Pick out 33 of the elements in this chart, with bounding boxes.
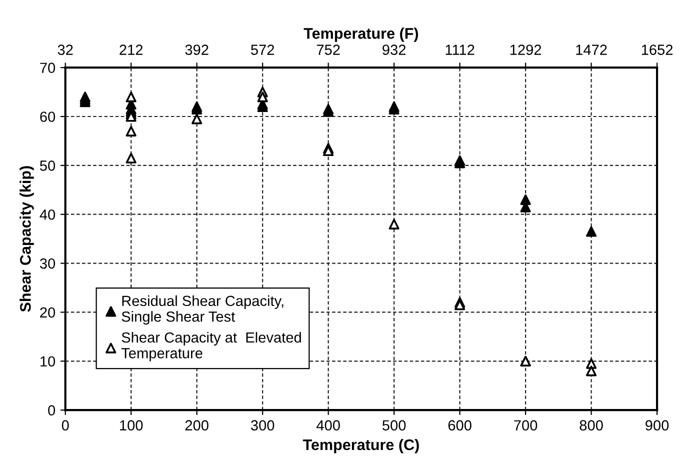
x-tick-label: 800 [580,420,603,431]
y-tick-label: 10 [40,356,56,367]
x-tick-label: 400 [316,420,340,431]
x2-tick-label: 392 [185,44,208,55]
x-tick-label: 200 [185,420,208,431]
x-tick-label: 500 [382,420,406,431]
x2-axis-title: Temperature (F) [304,28,418,42]
x2-tick-label: 1112 [446,44,474,55]
x2-tick-label: 32 [58,44,73,55]
x-tick-label: 600 [448,420,472,431]
x2-tick-label: 1472 [576,44,607,55]
x2-tick-label: 1292 [510,44,542,55]
x2-tick-label: 1652 [642,44,673,55]
x-tick-label: 300 [250,420,274,431]
y-tick-label: 70 [40,62,56,73]
y-axis-title: Shear Capacity (kip) [20,166,34,312]
x2-tick-label: 752 [316,44,340,55]
x2-tick-label: 212 [120,44,143,55]
x2-tick-label: 932 [382,44,406,55]
x2-tick-label: 572 [251,44,274,55]
x-tick-label: 900 [646,420,669,431]
x-tick-label: 0 [62,420,69,431]
y-tick-label: 30 [40,258,56,269]
x-axis-title: Temperature (C) [302,438,419,454]
x-tick-label: 100 [120,420,143,431]
y-tick-label: 50 [40,160,56,171]
legend-label: Shear Capacity at Elevated Temperature [121,332,301,362]
x-tick-label: 700 [514,420,538,431]
y-tick-label: 60 [40,112,56,122]
y-tick-label: 0 [48,405,56,416]
legend-label: Residual Shear Capacity, Single Shear Test [122,295,284,325]
y-tick-label: 40 [40,209,56,220]
y-tick-label: 20 [40,307,56,318]
